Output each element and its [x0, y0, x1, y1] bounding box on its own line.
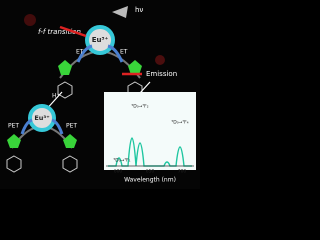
ligand: [7, 134, 21, 148]
ring: [6, 155, 22, 173]
et-arrow: [76, 44, 93, 63]
pet-label: PET: [8, 123, 19, 130]
et-arrow: [107, 44, 124, 63]
peak-label: ⁵D₀→⁷F₄: [171, 120, 188, 126]
ion-label: Eu³⁺: [92, 36, 109, 44]
ion-label: Eu³⁺: [34, 114, 49, 122]
graphic: Eu³⁺ ET ET f-f transition hν Emission H⁺…: [0, 0, 200, 189]
speckle: [24, 14, 36, 26]
ligand: [128, 60, 142, 75]
arrow: [59, 25, 87, 38]
peak-label: ⁵D₀→⁷F₁: [113, 158, 130, 164]
ligand: [63, 134, 77, 148]
light-arrow: [112, 6, 128, 18]
speckle: [155, 55, 165, 65]
ring: [57, 81, 73, 99]
stimulus-label: H⁺: [52, 93, 60, 100]
et-label: ET: [120, 49, 128, 56]
pet-arrow: [20, 118, 33, 135]
peak-label: ⁵D₀→⁷F₂: [131, 104, 148, 110]
transition-label: f-f transition: [38, 28, 81, 36]
ion-ring: [28, 104, 56, 132]
complex-bottom: Eu³⁺ PET PET: [6, 104, 78, 173]
spectrum-panel: [104, 92, 196, 170]
pet-label: PET: [66, 123, 77, 130]
tick-label: 650: [146, 169, 155, 175]
tick-label: 600: [114, 169, 123, 175]
ring: [62, 155, 78, 173]
pet-arrow: [51, 118, 64, 135]
ion-ring: [85, 25, 115, 55]
spectrum: ⁵D₀→⁷F₁ ⁵D₀→⁷F₂ ⁵D₀→⁷F₄ 600 650 700 Wave…: [104, 92, 196, 184]
axis-title: Wavelength (nm): [124, 177, 176, 184]
light-label: hν: [135, 6, 143, 14]
tick-label: 700: [178, 169, 187, 175]
et-label: ET: [76, 49, 84, 56]
emission-label: Emission: [146, 70, 177, 78]
spectrum-curve: [108, 137, 192, 167]
ligand: [58, 60, 72, 75]
